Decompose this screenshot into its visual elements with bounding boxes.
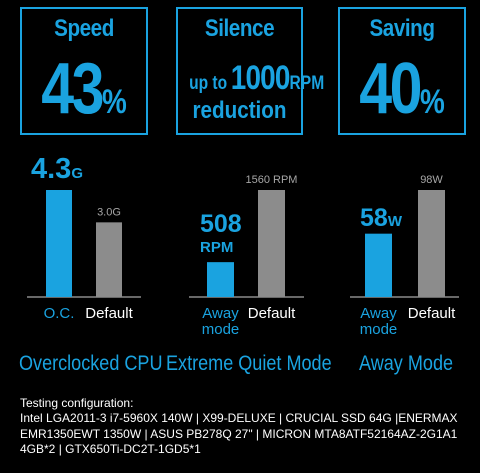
saving-unit: % — [419, 83, 445, 121]
chart-2-tick-label-0-1: mode — [360, 321, 398, 338]
chart-1-tick-label-1: Default — [248, 305, 296, 322]
chart-2-value-label-1: 98W — [420, 174, 443, 186]
chart-title-overclocked-cpu: Overclocked CPU — [19, 352, 163, 375]
chart-2-bar-1 — [418, 190, 445, 297]
chart-1-bar-1 — [258, 190, 285, 297]
speed-stat-box: Speed 43% — [20, 7, 148, 135]
saving-value: 40% — [359, 49, 445, 129]
silence-stat-box: Silence up to 1000RPM reduction — [176, 7, 325, 135]
chart-2-tick-label-0-0: Away — [360, 305, 397, 322]
chart-0-tick-label-0: O.C. — [44, 305, 75, 322]
chart-0-value-label-0: 4.3G — [31, 153, 83, 185]
testing-configuration: Testing configuration: Intel LGA2011-3 i… — [20, 396, 480, 458]
chart-2-bar-0 — [365, 233, 392, 297]
chart-2-tick-label-1: Default — [408, 305, 456, 322]
chart-1-tick-label-0-1: mode — [202, 321, 240, 338]
speed-title: Speed — [54, 15, 114, 42]
speed-unit: % — [101, 83, 127, 121]
silence-title: Silence — [204, 15, 275, 42]
chart-1-value-label-1: 1560 RPM — [246, 174, 298, 186]
silence-value: up to 1000RPM — [189, 59, 325, 97]
testing-line-1: Intel LGA2011-3 i7-5960X 140W | X99-DELU… — [20, 411, 458, 426]
chart-1-bar-0 — [207, 262, 234, 297]
silence-suffix: reduction — [192, 97, 287, 124]
testing-heading: Testing configuration: — [20, 396, 134, 410]
testing-line-3: 4GB*2 | GTX650Ti-DC2T-1GD5*1 — [20, 442, 201, 457]
chart-0-value-label-1: 3.0G — [97, 206, 121, 218]
chart-0-bar-0 — [46, 190, 72, 297]
chart-1-tick-label-0-0: Away — [202, 305, 239, 322]
saving-title: Saving — [369, 15, 435, 42]
saving-stat-box: Saving 40% — [338, 7, 466, 135]
speed-value: 43% — [41, 49, 127, 129]
chart-1-value-label-0: 508 — [200, 210, 242, 238]
testing-line-2: EMR1350EWT 1350W | ASUS PB278Q 27" | MIC… — [20, 426, 458, 441]
chart-1-value-unit-0: RPM — [200, 239, 233, 256]
chart-2-value-label-0: 58W — [360, 204, 403, 232]
chart-0-tick-label-1: Default — [85, 305, 133, 322]
chart-title-away-mode: Away Mode — [359, 352, 454, 375]
chart-title-extreme-quiet-mode: Extreme Quiet Mode — [166, 352, 332, 375]
chart-0-bar-1 — [96, 222, 122, 297]
